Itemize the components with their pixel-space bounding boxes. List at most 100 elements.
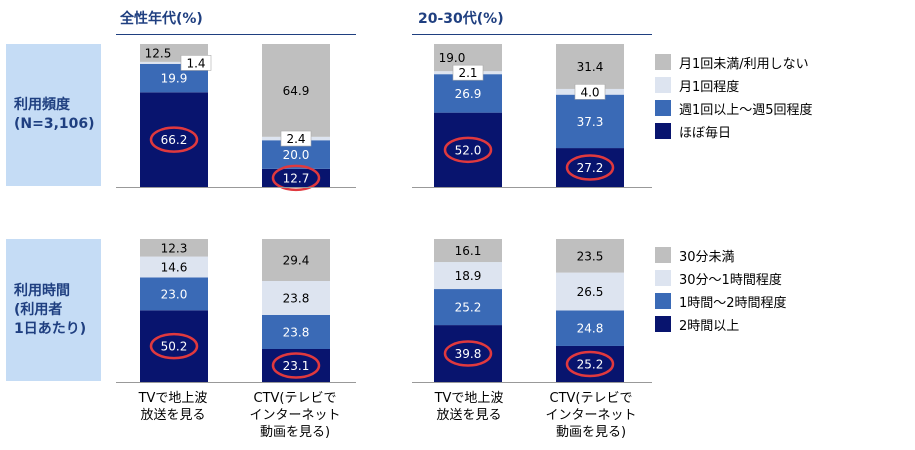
- legend-label: 30分～1時間程度: [679, 272, 782, 288]
- data-label: 31.4: [577, 60, 604, 74]
- legend-item: 2時間以上: [655, 313, 787, 335]
- legend-label: 30分未満: [679, 249, 735, 265]
- legend-item: 30分～1時間程度: [655, 267, 787, 289]
- data-label: 24.8: [577, 322, 604, 336]
- bar-segment: [262, 239, 330, 281]
- bar-segment: [556, 272, 624, 311]
- data-label: 19.0: [439, 51, 466, 65]
- bar-segment: [140, 277, 208, 311]
- legend-label: ほぼ毎日: [679, 125, 732, 141]
- legend-item: 1時間～2時間程度: [655, 290, 787, 312]
- category-label-tv: TVで地上波 放送を見る: [138, 391, 208, 423]
- highlight-circle: [149, 332, 199, 360]
- bar-segment: [140, 256, 208, 278]
- data-label: 14.6: [161, 261, 188, 275]
- data-label: 4.0: [580, 85, 599, 99]
- bar-segment: [434, 262, 502, 290]
- bar-segment: [140, 61, 208, 64]
- legend-label: 1時間～2時間程度: [679, 295, 787, 311]
- row-label-text: 利用時間 (利用者 1日あたり): [14, 282, 87, 337]
- legend-item: 月1回未満/利用しない: [655, 51, 813, 73]
- data-label: 52.0: [455, 143, 482, 157]
- data-label-box: [574, 84, 606, 100]
- data-label: 12.5: [145, 46, 172, 60]
- data-label: 66.2: [161, 133, 188, 147]
- bar-segment: [556, 310, 624, 346]
- group-header-underline: [116, 34, 356, 35]
- group-header-all-ages: 全性年代(%): [120, 11, 203, 27]
- row-label-usage-time: 利用時間 (利用者 1日あたり): [6, 239, 101, 381]
- data-label: 2.1: [458, 66, 477, 80]
- row-label-text: 利用頻度 (N=3,106): [14, 97, 95, 132]
- data-label: 12.3: [161, 241, 188, 255]
- category-label-tv: TVで地上波 放送を見る: [434, 391, 504, 423]
- data-label: 18.9: [455, 269, 482, 283]
- bar-segment: [434, 289, 502, 326]
- highlight-circle: [443, 340, 493, 367]
- data-label: 39.8: [455, 347, 482, 361]
- legend-label: 2時間以上: [679, 318, 740, 334]
- data-label: 37.3: [577, 115, 604, 129]
- group-header-underline: [412, 34, 652, 35]
- bar-segment: [262, 281, 330, 315]
- legend-swatch: [655, 270, 671, 286]
- bar-segment: [556, 239, 624, 273]
- bar-segment: [262, 168, 330, 187]
- legend-usage-time: 30分未満 30分～1時間程度 1時間～2時間程度 2時間以上: [655, 244, 787, 336]
- highlight-circle: [565, 154, 615, 181]
- legend-swatch: [655, 293, 671, 309]
- data-label: 23.0: [161, 287, 188, 301]
- legend-swatch: [655, 247, 671, 263]
- legend-swatch: [655, 123, 671, 139]
- bar-segment: [434, 239, 502, 263]
- legend-frequency: 月1回未満/利用しない 月1回程度 週1回以上～週5回程度 ほぼ毎日: [655, 51, 813, 143]
- highlight-circle: [149, 126, 199, 153]
- data-label: 12.7: [283, 171, 310, 185]
- group-header-20-30s: 20-30代(%): [418, 11, 504, 27]
- legend-label: 月1回未満/利用しない: [679, 56, 809, 72]
- row-label-frequency: 利用頻度 (N=3,106): [6, 44, 101, 186]
- highlight-circle: [271, 164, 321, 192]
- legend-swatch: [655, 77, 671, 93]
- legend-swatch: [655, 316, 671, 332]
- highlight-circle: [443, 136, 493, 164]
- data-label: 23.5: [577, 249, 604, 263]
- category-label-ctv: CTV(テレビで インターネット 動画を見る): [545, 391, 637, 440]
- bar-segment: [556, 94, 624, 149]
- data-label: 23.8: [283, 292, 310, 306]
- data-label: 20.0: [283, 148, 310, 162]
- data-label: 23.8: [283, 326, 310, 340]
- bar-segment: [556, 44, 624, 89]
- bar-segment: [262, 315, 330, 349]
- data-label: 23.1: [283, 359, 310, 373]
- data-label: 25.2: [455, 301, 482, 315]
- data-label: 27.2: [577, 161, 604, 175]
- data-label: 26.5: [577, 285, 604, 299]
- highlight-circle: [565, 350, 615, 378]
- data-label-box: [452, 64, 484, 81]
- data-label: 16.1: [455, 244, 482, 258]
- legend-label: 週1回以上～週5回程度: [679, 102, 813, 118]
- data-label: 29.4: [283, 254, 310, 268]
- category-label-ctv: CTV(テレビで インターネット 動画を見る): [249, 391, 341, 440]
- data-label: 26.9: [455, 87, 482, 101]
- data-label: 64.9: [283, 84, 310, 98]
- legend-item: 月1回程度: [655, 74, 813, 96]
- bar-segment: [262, 44, 330, 137]
- data-label: 25.2: [577, 357, 604, 371]
- legend-item: 週1回以上～週5回程度: [655, 97, 813, 119]
- data-label-box: [180, 55, 212, 71]
- legend-swatch: [655, 54, 671, 70]
- legend-item: 30分未満: [655, 244, 787, 266]
- data-label: 1.4: [186, 56, 205, 70]
- data-label-box: [280, 130, 312, 147]
- data-label: 19.9: [161, 72, 188, 86]
- bar-segment: [140, 239, 208, 257]
- highlight-circle: [271, 352, 321, 379]
- legend-label: 月1回程度: [679, 79, 740, 95]
- legend-item: ほぼ毎日: [655, 120, 813, 142]
- data-label: 2.4: [286, 132, 305, 146]
- legend-swatch: [655, 100, 671, 116]
- bar-segment: [434, 74, 502, 113]
